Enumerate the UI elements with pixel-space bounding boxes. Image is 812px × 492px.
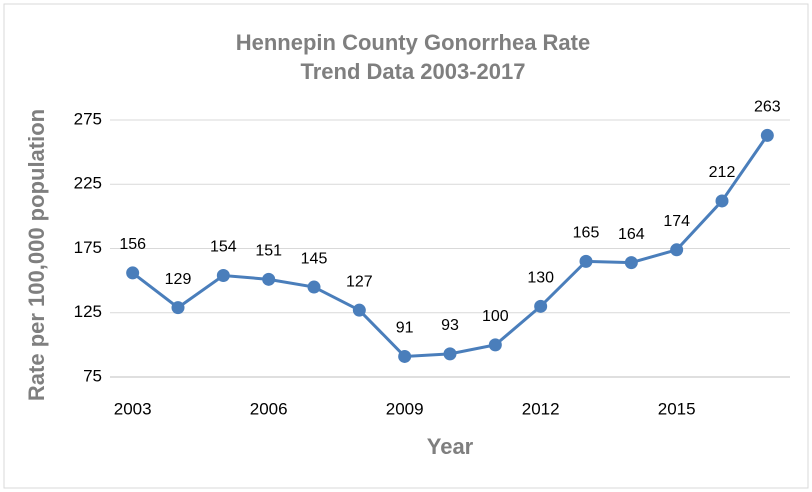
x-tick-label: 2009 [386,399,424,418]
data-point [126,266,140,280]
data-label: 145 [301,250,328,267]
y-tick-label: 175 [74,238,102,257]
data-point [760,128,774,142]
data-label: 164 [618,226,645,243]
data-point [262,272,276,286]
data-label: 154 [210,239,237,256]
y-axis-title: Rate per 100,000 population [24,109,49,401]
y-tick-label: 125 [74,302,102,321]
data-label: 156 [119,236,146,253]
x-tick-label: 2012 [522,399,560,418]
data-label: 100 [482,308,509,325]
data-point [715,194,729,208]
data-point [624,256,638,270]
data-point [443,347,457,361]
data-point [216,268,230,282]
data-label: 127 [346,273,373,290]
data-label: 130 [527,270,554,287]
data-label: 263 [754,99,781,116]
data-point [398,349,412,363]
x-tick-label: 2015 [658,399,696,418]
data-point [670,243,684,257]
data-label: 129 [165,271,192,288]
x-tick-label: 2003 [114,399,152,418]
x-axis-title: Year [427,434,474,459]
x-tick-label: 2006 [250,399,288,418]
y-tick-label: 75 [83,366,102,385]
y-tick-label: 275 [74,109,102,128]
data-point [171,301,185,315]
data-label: 174 [663,213,690,230]
data-label: 212 [709,164,736,181]
y-tick-label: 225 [74,174,102,193]
data-point [534,299,548,313]
data-label: 93 [441,317,459,334]
data-label: 91 [396,320,414,337]
chart-title: Trend Data 2003-2017 [300,59,525,84]
data-label: 165 [573,225,600,242]
data-point [307,280,321,294]
data-point [579,254,593,268]
chart-title: Hennepin County Gonorrhea Rate [236,30,590,55]
data-point [352,303,366,317]
data-label: 151 [255,243,282,260]
data-point [488,338,502,352]
